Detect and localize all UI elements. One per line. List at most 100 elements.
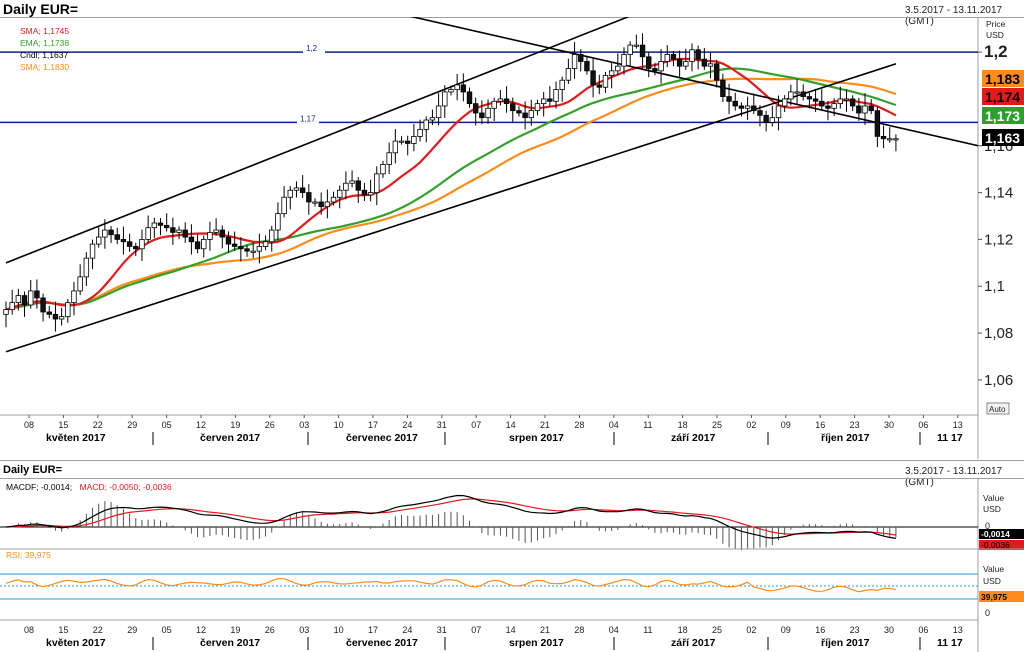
candle-body [96, 236, 102, 245]
candle-body [126, 241, 133, 247]
rsi-value-label: 39,975 [981, 592, 1007, 602]
price-chart[interactable]: 1,2 1,17 SMA; 1,1745 EMA; 1,1738 Cndl; 1,163… [0, 17, 1024, 459]
candle-body [262, 241, 269, 247]
candle-body [707, 63, 714, 67]
lower-header-divider [0, 478, 1024, 479]
candle-body [417, 128, 423, 137]
y-tick-label: 1,1 [984, 278, 1005, 295]
auto-scale-button [986, 402, 1010, 415]
candle-body [806, 96, 813, 100]
candle-body [676, 58, 683, 67]
candle-body [646, 56, 652, 69]
ind-x-tick-label: 22 [93, 625, 103, 635]
candle-body [28, 290, 34, 306]
candle-body [497, 98, 504, 102]
x-tick-label: 31 [437, 420, 447, 430]
candle-body [139, 239, 145, 250]
lower-top-divider [0, 460, 1024, 461]
candle-body [201, 239, 207, 250]
level-label-bg [297, 114, 319, 124]
candle-body [343, 182, 349, 191]
candle-body [800, 91, 806, 98]
candle-body [40, 297, 46, 313]
x-tick-label: 25 [712, 420, 722, 430]
candle-body [485, 107, 491, 119]
candle-body [602, 75, 609, 88]
candle-body [528, 110, 534, 119]
ind-x-tick-label: 02 [746, 625, 756, 635]
x-tick-label: 22 [93, 420, 103, 430]
candle-body [114, 234, 120, 240]
candle-body [615, 65, 621, 72]
ind-x-tick-label: 25 [712, 625, 722, 635]
candle-body [880, 136, 887, 140]
candle-body [516, 110, 522, 114]
ind-month-label: říjen 2017 [821, 637, 870, 649]
candle-body [374, 173, 380, 193]
x-tick-label: 08 [24, 420, 34, 430]
candle-body [15, 295, 22, 304]
ind-x-tick-label: 12 [196, 625, 206, 635]
candle-body [466, 91, 473, 105]
value-badge [982, 107, 1024, 124]
ind-x-tick-label: 10 [334, 625, 344, 635]
x-tick-label: 04 [609, 420, 619, 430]
candle-body [893, 138, 899, 141]
macd-signal-line [5, 498, 896, 536]
candle-body [701, 58, 708, 67]
candle-body [380, 164, 386, 175]
candle-body [565, 68, 572, 81]
candle-body [714, 63, 720, 81]
candle-body [788, 91, 794, 100]
indicator-chart[interactable]: MACDF; -0,0014; MACD; -0,0050; -0,0036 Va… [0, 479, 1024, 652]
ind-x-tick-label: 07 [471, 625, 481, 635]
candle-body [163, 224, 170, 229]
trendline [409, 17, 978, 147]
candle-body [547, 98, 553, 102]
lower-date-range: 3.5.2017 - 13.11.2017 (GMT) [905, 466, 1003, 488]
candle-body [133, 246, 139, 250]
ind-x-tick-label: 06 [918, 625, 928, 635]
candle-body [275, 213, 281, 231]
auto-scale-label: Auto [989, 405, 1006, 414]
x-tick-label: 16 [815, 420, 825, 430]
ind-x-tick-label: 29 [127, 625, 137, 635]
legend-entry: SMA; 1,1745 [20, 26, 69, 36]
ind-x-tick-label: 17 [368, 625, 378, 635]
candle-body [763, 114, 769, 123]
ind-month-label: červenec 2017 [346, 637, 418, 649]
ema-line [5, 67, 897, 311]
x-tick-label: 18 [678, 420, 688, 430]
candle-body [429, 117, 436, 121]
candle-body [479, 112, 485, 119]
candle-body [299, 187, 306, 193]
candle-body [664, 54, 670, 62]
sma-short-line [5, 57, 897, 311]
x-tick-label: 06 [918, 420, 928, 430]
legend-entry: EMA; 1,1738 [20, 38, 69, 48]
candle-body [862, 105, 868, 114]
candle-body [503, 98, 510, 105]
month-label: říjen 2017 [821, 432, 870, 444]
candle-body [145, 227, 151, 240]
candle-body [621, 54, 627, 67]
macd-axis-tick: 0 [985, 521, 990, 531]
value-badge [982, 129, 1024, 146]
legend-entry: SMA; 1,1830 [20, 62, 69, 72]
x-tick-label: 03 [299, 420, 309, 430]
candle-body [392, 140, 399, 154]
candle-body [819, 100, 825, 107]
x-tick-label: 14 [506, 420, 516, 430]
candle-body [596, 84, 602, 88]
ind-month-label: 11 17 [937, 637, 963, 649]
candle-body [522, 112, 528, 119]
candle-body [411, 136, 417, 144]
level-label-bg [303, 44, 325, 54]
candle-body [213, 229, 219, 233]
candle-body [683, 61, 689, 67]
candle-body [472, 103, 479, 114]
macd-axis-caption: USD [983, 504, 1001, 514]
candle-body [448, 89, 454, 93]
rsi-axis-caption: USD [983, 576, 1001, 586]
ind-x-tick-label: 14 [506, 625, 516, 635]
